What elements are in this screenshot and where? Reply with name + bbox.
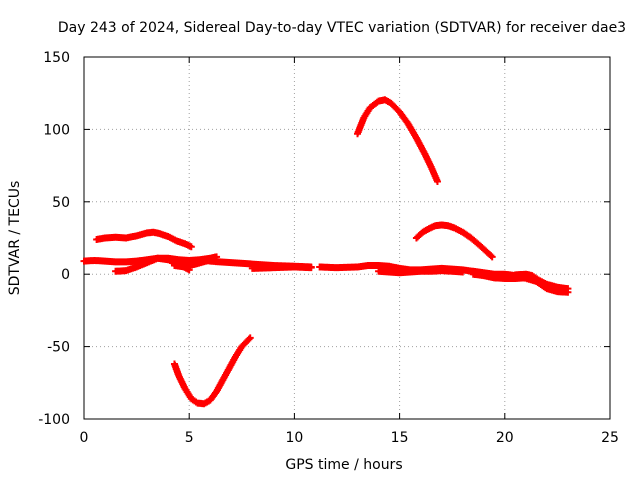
chart-title: Day 243 of 2024, Sidereal Day-to-day VTE… (58, 20, 626, 36)
x-tick-label: 0 (80, 430, 89, 446)
series-arc-right-b (518, 273, 572, 296)
series-points (412, 221, 496, 261)
x-tick-label: 10 (285, 430, 303, 446)
x-tick-label: 5 (185, 430, 194, 446)
x-tick-label: 20 (496, 430, 514, 446)
series-arc-mid-c (248, 263, 315, 272)
series-points (248, 263, 315, 272)
y-tick-label: 100 (43, 122, 70, 138)
y-tick-label: -50 (47, 340, 70, 356)
x-tick-labels: 0 5 10 15 20 25 (80, 430, 619, 446)
y-tick-label: 150 (43, 50, 70, 66)
plot-frame (83, 56, 611, 420)
series-arc-hump-high (354, 96, 441, 186)
series-points (170, 334, 254, 408)
data-points (80, 96, 572, 408)
x-axis-title: GPS time / hours (285, 457, 402, 473)
x-tick-label: 25 (601, 430, 619, 446)
y-tick-label: 0 (61, 267, 70, 283)
series-arc-mid-e (375, 267, 467, 277)
series-points (518, 273, 572, 296)
x-tick-label: 15 (391, 430, 409, 446)
y-axis-title: SDTVAR / TECUs (7, 181, 23, 296)
y-tick-label: -100 (38, 412, 70, 428)
y-tick-labels: -100 -50 0 50 100 150 (38, 50, 70, 428)
series-arc-upper-left (93, 228, 195, 251)
series-points (354, 96, 441, 186)
y-tick-label: 50 (52, 195, 70, 211)
series-arc-hump-right (412, 221, 496, 261)
series-arc-dip (170, 334, 254, 408)
series-points (93, 228, 195, 251)
axis-ticks (83, 56, 611, 420)
series-points (375, 267, 467, 277)
